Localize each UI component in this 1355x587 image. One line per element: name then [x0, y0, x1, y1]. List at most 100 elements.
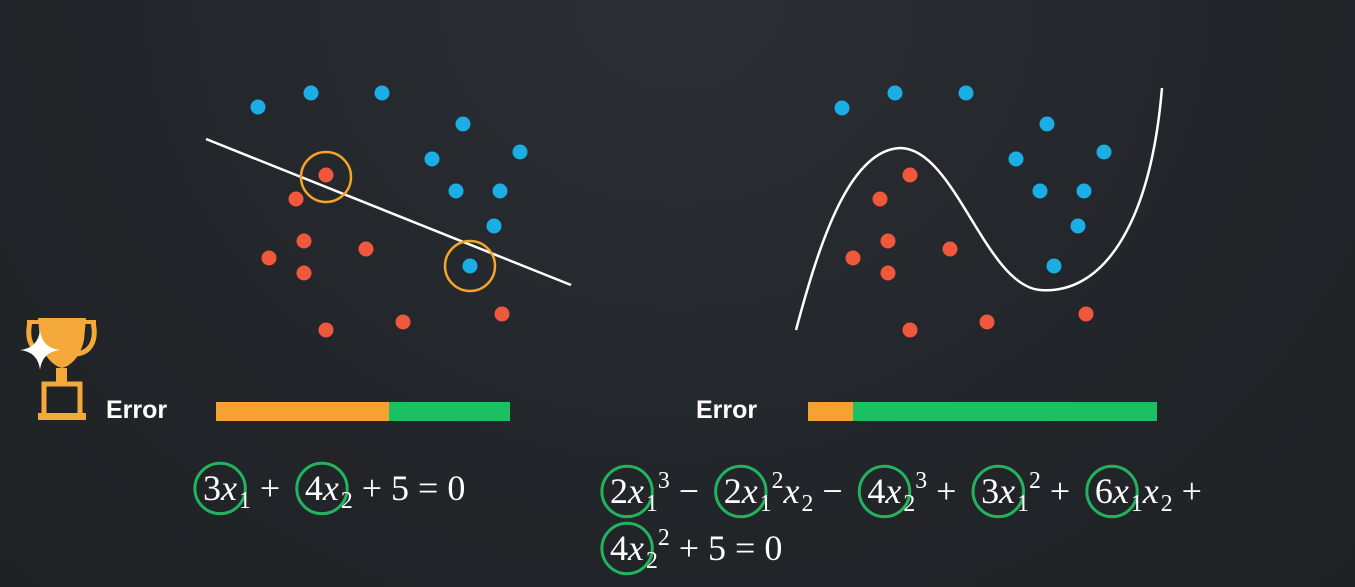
- left-red-point: [296, 265, 312, 281]
- left-scatter-points: [250, 85, 528, 338]
- left-red-point: [296, 233, 312, 249]
- poly-eq-term: 3: [915, 468, 927, 494]
- right-red-point: [872, 191, 888, 207]
- left-red-point: [261, 250, 277, 266]
- linear-eq-term: + 5 = 0: [353, 468, 466, 508]
- poly-eq-term: x: [627, 528, 644, 568]
- poly-eq-term: 2: [658, 525, 670, 551]
- left-error-bar: [216, 402, 510, 421]
- right-blue-point: [958, 85, 974, 101]
- right-red-point: [979, 314, 995, 330]
- misclassified-highlight-ring: [299, 150, 353, 204]
- right-red-point: [902, 167, 918, 183]
- poly-eq-term: + 5 = 0: [670, 528, 783, 568]
- coefficient-highlight-ring: [971, 464, 1025, 519]
- right-red-point: [902, 322, 918, 338]
- poly-eq-term: +: [1173, 471, 1202, 511]
- poly-eq-term: +: [927, 471, 965, 511]
- poly-eq-term: 2: [1029, 468, 1041, 494]
- poly-eq-term: 2: [802, 491, 814, 517]
- poly-eq-term: 2: [903, 491, 915, 517]
- coefficient-highlight-ring: [857, 464, 912, 519]
- poly-eq-term: x: [998, 471, 1015, 511]
- right-error-bar-error-portion: [808, 402, 853, 421]
- left-error-bar-error-portion: [216, 402, 389, 421]
- left-blue-point: [512, 144, 528, 160]
- poly-eq-term: 2: [646, 548, 658, 574]
- right-error-bar-correct-portion: [853, 402, 1157, 421]
- poly-eq-term: 1: [760, 491, 772, 517]
- coefficient-highlight-ring: [193, 461, 247, 516]
- right-blue-point: [887, 85, 903, 101]
- poly-eq-term: x: [884, 471, 901, 511]
- right-blue-point: [1070, 218, 1086, 234]
- right-blue-point: [1032, 183, 1048, 199]
- poly-eq-coefficient: 6: [1095, 471, 1113, 511]
- poly-eq-term: 3: [658, 468, 670, 494]
- linear-eq-term: x: [322, 468, 339, 508]
- left-red-point: [358, 241, 374, 257]
- poly-eq-term: x: [627, 471, 644, 511]
- linear-eq-coefficient: 3: [203, 468, 221, 508]
- poly-eq-term: 1: [1017, 491, 1029, 517]
- poly-eq-term: 2: [1161, 491, 1173, 517]
- poly-eq-term: −: [670, 471, 708, 511]
- poly-eq-term: 2: [772, 468, 784, 494]
- linear-eq-term: 2: [341, 488, 353, 514]
- right-blue-point: [1046, 258, 1062, 274]
- right-red-point: [845, 250, 861, 266]
- coefficient-highlight-ring: [295, 461, 349, 516]
- right-blue-point: [1096, 144, 1112, 160]
- coefficient-highlight-ring: [600, 464, 654, 519]
- left-blue-point: [492, 183, 508, 199]
- coefficient-highlight-ring: [714, 464, 768, 519]
- poly-eq-coefficient: 4: [610, 528, 628, 568]
- right-red-point: [880, 233, 896, 249]
- poly-eq-term: −: [813, 471, 851, 511]
- poly-eq-term: +: [1041, 471, 1079, 511]
- right-red-point: [942, 241, 958, 257]
- coefficient-highlight-ring: [1085, 464, 1139, 519]
- left-blue-point: [424, 151, 440, 167]
- left-blue-point: [486, 218, 502, 234]
- poly-eq-coefficient: 3: [981, 471, 999, 511]
- right-blue-point: [1008, 151, 1024, 167]
- polynomial-model-equation-line2: 4 x 22 + 5 = 0: [600, 521, 783, 576]
- right-red-point: [1078, 306, 1094, 322]
- left-red-point: [494, 306, 510, 322]
- left-red-point: [395, 314, 411, 330]
- right-blue-point: [834, 100, 850, 116]
- right-scatter-points: [834, 85, 1112, 338]
- left-blue-point: [455, 116, 471, 132]
- right-blue-point: [1039, 116, 1055, 132]
- poly-eq-term: 1: [1131, 491, 1143, 517]
- trophy-with-sparkle-icon: [20, 318, 97, 420]
- poly-eq-coefficient: 2: [724, 471, 742, 511]
- right-red-point: [880, 265, 896, 281]
- misclassified-highlight-ring: [443, 239, 497, 293]
- left-red-point: [318, 167, 334, 183]
- linear-eq-coefficient: 4: [305, 468, 323, 508]
- linear-eq-term: x: [220, 468, 237, 508]
- left-error-bar-correct-portion: [389, 402, 510, 421]
- left-blue-point: [448, 183, 464, 199]
- linear-decision-boundary: [205, 137, 572, 287]
- left-blue-point: [303, 85, 319, 101]
- linear-eq-term: +: [251, 468, 289, 508]
- right-error-bar: [808, 402, 1157, 421]
- poly-eq-term: 1: [646, 491, 658, 517]
- left-blue-point: [250, 99, 266, 115]
- poly-eq-term: x: [1112, 471, 1129, 511]
- left-red-point: [318, 322, 334, 338]
- left-red-point: [288, 191, 304, 207]
- poly-eq-term: x: [1142, 471, 1159, 511]
- left-blue-point: [374, 85, 390, 101]
- polynomial-decision-boundary: [794, 87, 1164, 331]
- right-panel-polynomial-model: [794, 85, 1164, 338]
- poly-eq-coefficient: 2: [610, 471, 628, 511]
- left-blue-point: [462, 258, 478, 274]
- linear-eq-term: 1: [239, 488, 251, 514]
